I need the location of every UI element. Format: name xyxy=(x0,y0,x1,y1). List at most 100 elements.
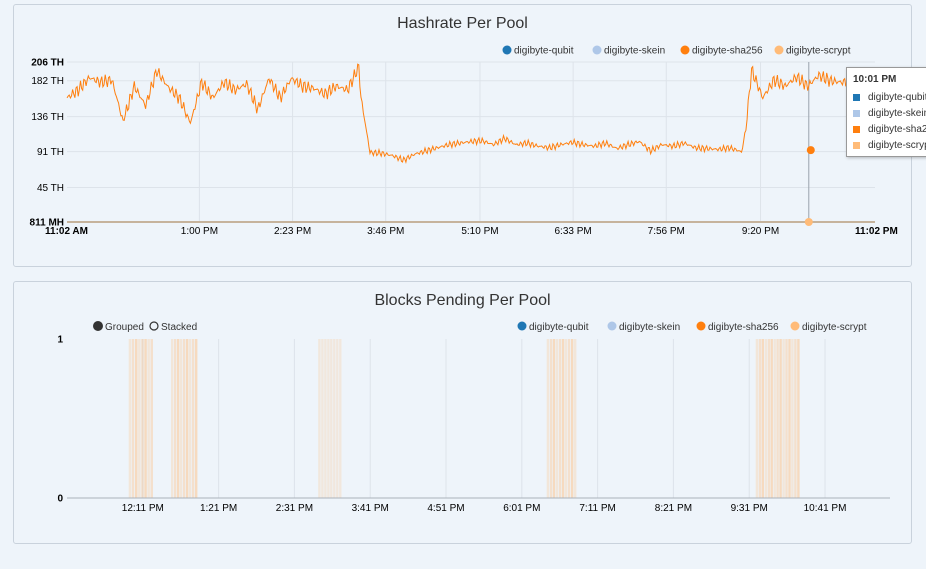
x-tick-label: 2:31 PM xyxy=(276,503,313,514)
blocks-pending-title: Blocks Pending Per Pool xyxy=(374,292,551,309)
tooltip-label-skein: digibyte-skein xyxy=(868,107,926,119)
x-tick-label: 3:41 PM xyxy=(352,503,389,514)
stacked-radio[interactable] xyxy=(149,321,159,331)
y-tick-label: 45 TH xyxy=(37,183,64,194)
pending-bar xyxy=(558,339,562,498)
x-tick-label: 9:31 PM xyxy=(731,503,768,514)
pending-bar xyxy=(180,339,183,498)
pending-bar xyxy=(776,339,779,498)
stacked-label[interactable]: Stacked xyxy=(161,322,197,333)
pending-bar xyxy=(186,339,189,498)
y-tick-label: 0 xyxy=(57,494,63,505)
highlight-point-sha256 xyxy=(806,146,815,155)
pending-bar xyxy=(321,339,324,498)
tooltip-row-skein: digibyte-skein xyxy=(847,105,926,121)
tooltip-swatch-sha256 xyxy=(853,125,860,133)
pending-bar xyxy=(794,339,797,498)
tooltip-swatch-skein xyxy=(853,109,860,117)
y-tick-label: 182 TH xyxy=(31,76,64,87)
y-tick-label: 206 TH xyxy=(31,58,64,69)
pending-bar xyxy=(131,339,135,498)
legend-label-digibyte-sha256: digibyte-sha256 xyxy=(692,46,763,57)
pending-bar xyxy=(755,339,759,498)
pending-bar xyxy=(555,339,559,498)
pending-bar xyxy=(761,339,764,498)
pending-bar xyxy=(138,339,141,498)
pending-bar xyxy=(171,339,174,498)
pending-bar xyxy=(195,339,198,498)
tooltip-label-scrypt: digibyte-scrypt xyxy=(868,139,926,151)
legend-label-digibyte-scrypt: digibyte-scrypt xyxy=(802,322,867,333)
legend-dot-digibyte-skein xyxy=(592,45,602,55)
highlight-point-scrypt xyxy=(804,218,813,226)
pending-bar xyxy=(336,339,339,498)
x-tick-label: 5:10 PM xyxy=(461,226,498,237)
legend-label-digibyte-sha256: digibyte-sha256 xyxy=(708,322,779,333)
tooltip-title: 10:01 PM xyxy=(853,74,897,85)
y-tick-label: 1 xyxy=(57,335,63,346)
pending-bar xyxy=(150,339,153,498)
pending-bar xyxy=(546,339,550,498)
pending-bar xyxy=(128,339,132,498)
blocks-pending-panel: Blocks Pending Per Pool xyxy=(13,281,912,544)
pending-bar xyxy=(767,339,770,498)
pending-bar xyxy=(549,339,553,498)
pending-bar xyxy=(318,339,321,498)
pending-bar xyxy=(561,339,565,498)
hashrate-panel: Hashrate Per Pool xyxy=(13,4,912,267)
legend-dot-digibyte-scrypt xyxy=(774,45,784,55)
legend-label-digibyte-scrypt: digibyte-scrypt xyxy=(786,46,851,57)
x-tick-label: 11:02 AM xyxy=(45,226,88,237)
y-tick-label: 811 MH xyxy=(30,218,64,229)
x-tick-label: 9:20 PM xyxy=(742,226,779,237)
tooltip-row-scrypt: digibyte-scrypt xyxy=(847,137,926,153)
pending-bar xyxy=(574,339,577,498)
pending-bar xyxy=(779,339,782,498)
legend-label-digibyte-qubit: digibyte-qubit xyxy=(514,46,574,57)
grouped-label[interactable]: Grouped xyxy=(105,322,144,333)
tooltip-label-qubit: digibyte-qubit xyxy=(868,91,926,103)
series-line-digibyte-sha256 xyxy=(66,63,876,165)
pending-bar xyxy=(785,339,788,498)
pending-bar xyxy=(564,339,568,498)
pending-bar xyxy=(791,339,794,498)
pending-bar xyxy=(339,339,342,498)
pending-bar xyxy=(552,339,556,498)
x-tick-label: 1:00 PM xyxy=(181,226,218,237)
x-tick-label: 1:21 PM xyxy=(200,503,237,514)
tooltip-swatch-scrypt xyxy=(853,141,860,149)
x-tick-label: 7:56 PM xyxy=(648,226,685,237)
pending-bar xyxy=(333,339,336,498)
pending-bar xyxy=(571,339,574,498)
y-tick-label: 136 TH xyxy=(31,112,64,123)
legend-dot-digibyte-scrypt xyxy=(790,321,800,331)
tooltip-label-sha256: digibyte-sha256 xyxy=(868,123,926,135)
pending-bar xyxy=(773,339,776,498)
x-tick-label: 2:23 PM xyxy=(274,226,311,237)
pending-bar xyxy=(788,339,791,498)
x-tick-label: 11:02 PM xyxy=(855,226,898,237)
legend-label-digibyte-skein: digibyte-skein xyxy=(619,322,680,333)
pending-bar xyxy=(192,339,195,498)
legend-dot-digibyte-skein xyxy=(607,321,617,331)
tooltip-swatch-qubit xyxy=(853,93,860,101)
legend-dot-digibyte-qubit xyxy=(502,45,512,55)
x-tick-label: 8:21 PM xyxy=(655,503,692,514)
x-tick-label: 4:51 PM xyxy=(427,503,464,514)
pending-bar xyxy=(327,339,330,498)
legend-dot-digibyte-sha256 xyxy=(680,45,690,55)
x-tick-label: 7:11 PM xyxy=(579,503,616,514)
x-tick-label: 10:41 PM xyxy=(804,503,847,514)
pending-bar xyxy=(330,339,333,498)
legend-dot-digibyte-sha256 xyxy=(696,321,706,331)
pending-bar xyxy=(189,339,192,498)
x-tick-label: 6:01 PM xyxy=(503,503,540,514)
pending-bar xyxy=(764,339,767,498)
grouped-radio[interactable] xyxy=(93,321,103,331)
legend-dot-digibyte-qubit xyxy=(517,321,527,331)
pending-bar xyxy=(174,339,177,498)
hashrate-title: Hashrate Per Pool xyxy=(397,15,528,32)
pending-bar xyxy=(797,339,800,498)
